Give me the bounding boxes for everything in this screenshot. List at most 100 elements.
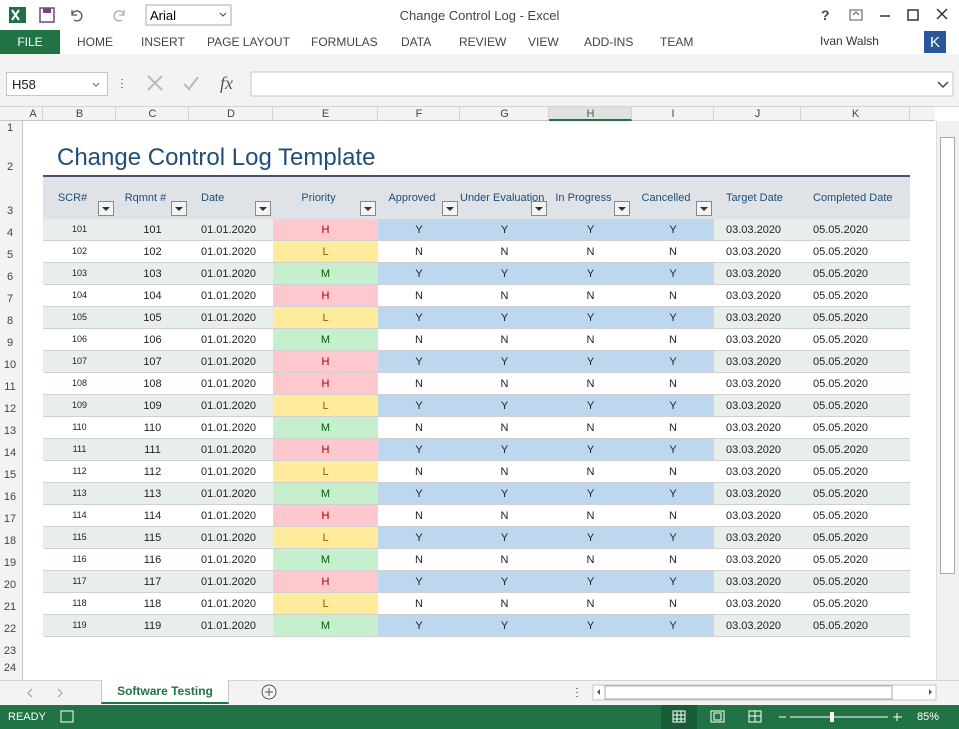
- table-cell[interactable]: [714, 615, 801, 637]
- table-cell[interactable]: [801, 307, 910, 329]
- table-cell[interactable]: [378, 571, 460, 593]
- table-cell[interactable]: [378, 285, 460, 307]
- name-box[interactable]: [6, 72, 108, 96]
- table-cell[interactable]: [116, 373, 189, 395]
- table-cell[interactable]: [189, 219, 273, 241]
- table-cell[interactable]: [189, 351, 273, 373]
- table-cell[interactable]: [189, 615, 273, 637]
- table-cell[interactable]: [116, 615, 189, 637]
- sheet-tab-label[interactable]: Software Testing: [117, 684, 213, 698]
- table-cell[interactable]: [801, 571, 910, 593]
- table-cell[interactable]: [549, 351, 632, 373]
- table-cell[interactable]: [714, 483, 801, 505]
- table-cell[interactable]: [116, 549, 189, 571]
- table-cell[interactable]: [273, 417, 378, 439]
- table-cell[interactable]: [460, 549, 549, 571]
- table-cell[interactable]: [116, 593, 189, 615]
- table-cell[interactable]: [116, 417, 189, 439]
- column-header-label[interactable]: A: [29, 108, 37, 120]
- filter-button[interactable]: [696, 201, 712, 216]
- column-header-label[interactable]: G: [500, 108, 509, 120]
- fx-button[interactable]: fx: [220, 73, 233, 93]
- table-cell[interactable]: [43, 615, 116, 637]
- column-header[interactable]: [632, 107, 714, 121]
- table-cell[interactable]: [632, 527, 714, 549]
- table-cell[interactable]: [801, 549, 910, 571]
- table-cell[interactable]: [460, 351, 549, 373]
- scroll-thumb[interactable]: [940, 137, 955, 574]
- table-cell[interactable]: [460, 571, 549, 593]
- table-cell[interactable]: [460, 329, 549, 351]
- table-cell[interactable]: [714, 417, 801, 439]
- table-cell[interactable]: [273, 483, 378, 505]
- sheet-tab[interactable]: [101, 680, 229, 704]
- table-cell[interactable]: [549, 373, 632, 395]
- table-cell[interactable]: [714, 329, 801, 351]
- ribbon-tab[interactable]: ADD-INS: [584, 35, 634, 49]
- table-cell[interactable]: [43, 549, 116, 571]
- table-cell[interactable]: [632, 285, 714, 307]
- row-header-label[interactable]: 17: [3, 513, 17, 525]
- table-cell[interactable]: [632, 417, 714, 439]
- table-cell[interactable]: [460, 263, 549, 285]
- table-cell[interactable]: [460, 439, 549, 461]
- table-cell[interactable]: [273, 263, 378, 285]
- row-header-label[interactable]: 5: [6, 249, 14, 261]
- table-cell[interactable]: [273, 219, 378, 241]
- ribbon-tab[interactable]: FORMULAS: [311, 35, 378, 49]
- table-cell[interactable]: [43, 241, 116, 263]
- row-header-label[interactable]: 14: [3, 447, 17, 459]
- table-cell[interactable]: [378, 417, 460, 439]
- table-cell[interactable]: [714, 549, 801, 571]
- table-cell[interactable]: [43, 505, 116, 527]
- row-header-label[interactable]: 8: [6, 315, 14, 327]
- table-cell[interactable]: [189, 483, 273, 505]
- table-cell[interactable]: [43, 395, 116, 417]
- filter-button[interactable]: [171, 201, 187, 216]
- filter-button[interactable]: [360, 201, 376, 216]
- table-cell[interactable]: [714, 307, 801, 329]
- table-cell[interactable]: [378, 527, 460, 549]
- row-header-label[interactable]: 1: [6, 122, 14, 134]
- table-cell[interactable]: [116, 571, 189, 593]
- user-badge[interactable]: K: [924, 31, 946, 53]
- table-cell[interactable]: [801, 505, 910, 527]
- table-cell[interactable]: [801, 329, 910, 351]
- table-cell[interactable]: [43, 307, 116, 329]
- ribbon-tab[interactable]: INSERT: [141, 35, 185, 49]
- table-cell[interactable]: [632, 439, 714, 461]
- table-cell[interactable]: [801, 219, 910, 241]
- table-cell[interactable]: [460, 483, 549, 505]
- table-cell[interactable]: [273, 461, 378, 483]
- filter-button[interactable]: [98, 201, 114, 216]
- table-cell[interactable]: [273, 505, 378, 527]
- column-header[interactable]: [714, 107, 801, 121]
- table-cell[interactable]: [549, 417, 632, 439]
- column-header[interactable]: [549, 107, 632, 121]
- file-tab[interactable]: [0, 30, 60, 54]
- filter-button[interactable]: [442, 201, 458, 216]
- table-cell[interactable]: [714, 527, 801, 549]
- table-cell[interactable]: [801, 527, 910, 549]
- column-header-label[interactable]: D: [227, 108, 235, 120]
- column-header[interactable]: [460, 107, 549, 121]
- table-cell[interactable]: [116, 483, 189, 505]
- filter-button[interactable]: [614, 201, 630, 216]
- ribbon-tab[interactable]: REVIEW: [459, 35, 507, 49]
- table-cell[interactable]: [632, 263, 714, 285]
- row-header-label[interactable]: 22: [3, 623, 17, 635]
- row-header-label[interactable]: 10: [3, 359, 17, 371]
- column-header-label[interactable]: I: [671, 108, 675, 120]
- table-cell[interactable]: [378, 329, 460, 351]
- table-cell[interactable]: [378, 241, 460, 263]
- table-cell[interactable]: [714, 263, 801, 285]
- table-cell[interactable]: [632, 241, 714, 263]
- column-header[interactable]: [273, 107, 378, 121]
- table-cell[interactable]: [378, 439, 460, 461]
- table-cell[interactable]: [378, 549, 460, 571]
- table-cell[interactable]: [273, 395, 378, 417]
- table-cell[interactable]: [714, 395, 801, 417]
- table-cell[interactable]: [189, 527, 273, 549]
- table-cell[interactable]: [273, 527, 378, 549]
- table-cell[interactable]: [801, 263, 910, 285]
